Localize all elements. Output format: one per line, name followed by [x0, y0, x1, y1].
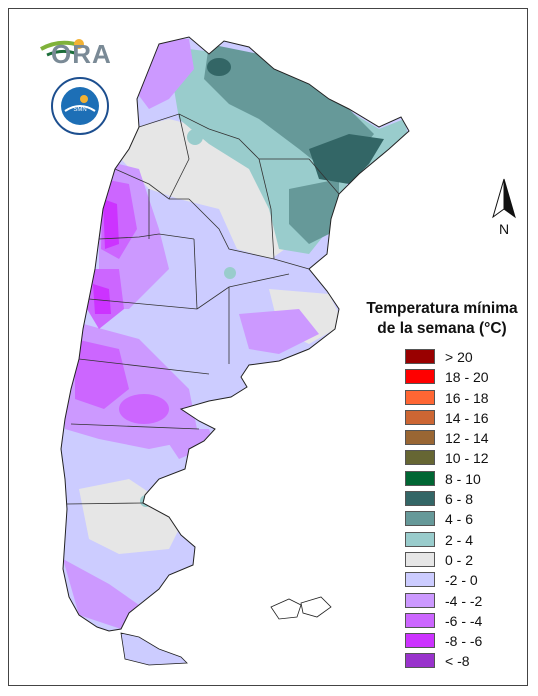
legend-label: 0 - 2: [445, 551, 474, 568]
legend-swatch: [405, 470, 435, 486]
zone-6-8-north: [207, 58, 231, 76]
logo-text: ORA: [51, 39, 112, 69]
province-borders: [66, 113, 340, 505]
legend-swatch: [405, 389, 435, 405]
smn-seal-icon: SMN: [51, 77, 109, 135]
legend: Temperatura mínima de la semana (°C) > 2…: [347, 299, 537, 669]
logo-swoosh-icon: [40, 39, 84, 57]
north-label: N: [498, 221, 510, 237]
legend-swatch: [405, 491, 435, 507]
legend-title-line2: de la semana (°C): [377, 320, 507, 337]
legend-swatch: [405, 349, 435, 364]
north-arrow: N: [487, 177, 523, 241]
legend-swatch: [405, 430, 435, 446]
ora-logo: ORA: [39, 35, 119, 71]
legend-label: 14 - 16: [445, 409, 489, 426]
legend-swatch: [405, 633, 435, 649]
legend-label: -4 - -2: [445, 592, 483, 609]
zone-minus6-minus4-patagonia: [75, 339, 129, 409]
legend-swatch: [405, 531, 435, 547]
legend-label: 18 - 20: [445, 369, 489, 386]
map-frame: ORA SMN N Temperatura mínima de la seman…: [8, 8, 528, 686]
zone-2-4-spot-north: [187, 129, 203, 145]
tierra-del-fuego: [120, 632, 188, 666]
legend-label: 4 - 6: [445, 511, 474, 528]
legend-title-line1: Temperatura mínima: [366, 300, 518, 317]
argentina-temperature-map: [60, 36, 410, 666]
legend-label: 16 - 18: [445, 389, 489, 406]
malvinas-islands: [270, 596, 332, 620]
north-arrow-icon: [492, 178, 516, 219]
zone-4-6-ne: [289, 179, 339, 244]
zone-minus4-minus2-south: [63, 559, 139, 629]
legend-swatch: [405, 592, 435, 608]
legend-label: 6 - 8: [445, 491, 474, 508]
legend-swatch: [405, 450, 435, 466]
zone-minus4-minus2-centre: [239, 309, 319, 354]
legend-label: 8 - 10: [445, 470, 481, 487]
zone-2-4-spot-south: [140, 495, 152, 507]
legend-label: -2 - 0: [445, 572, 478, 589]
zone-2-4-spot: [224, 267, 236, 279]
legend-label: -6 - -4: [445, 612, 483, 629]
zone-minus8-minus6-south: [93, 284, 111, 314]
zone-minus8-minus6-cordillera: [103, 199, 119, 249]
legend-swatch: [405, 653, 435, 669]
legend-label: -8 - -6: [445, 633, 483, 650]
legend-swatch: [405, 612, 435, 628]
legend-label: 10 - 12: [445, 450, 489, 467]
legend-label: > 20: [445, 349, 473, 365]
zone-6-8-ne: [309, 134, 384, 184]
argentina-border: [60, 36, 410, 632]
legend-swatch: [405, 369, 435, 385]
svg-text:SMN: SMN: [73, 107, 86, 113]
legend-label: < -8: [445, 653, 470, 670]
zone-minus6-minus4-centre: [119, 394, 169, 424]
legend-swatch: [405, 572, 435, 588]
zone-minus4-minus2-coast: [159, 429, 214, 459]
legend-swatch: [405, 551, 435, 567]
zone-4-6: [204, 44, 374, 169]
legend-swatch: [405, 511, 435, 527]
legend-label: 2 - 4: [445, 531, 474, 548]
legend-swatch: [405, 409, 435, 425]
legend-label: 12 - 14: [445, 430, 489, 447]
